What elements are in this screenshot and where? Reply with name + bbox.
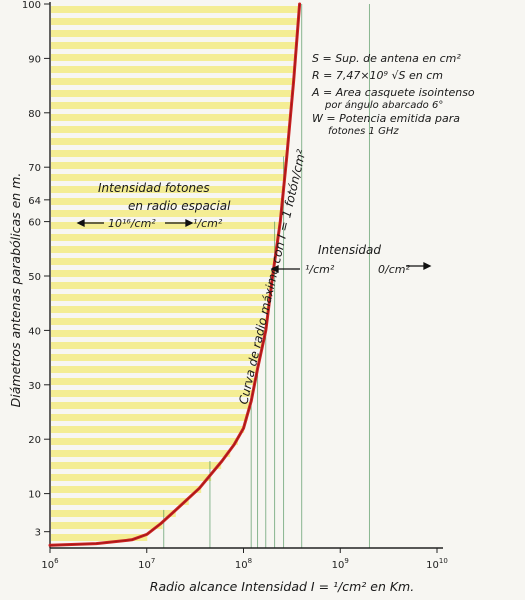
photon-intensity-label-1: Intensidad fotones: [98, 181, 210, 195]
shade-stripe: [51, 318, 268, 325]
shade-stripe: [51, 78, 294, 85]
y-tick-label: 90: [28, 54, 41, 65]
shade-stripe: [51, 162, 287, 169]
y-tick-label: 60: [28, 218, 41, 229]
y-tick-label: 80: [28, 109, 41, 120]
x-axis-label: Radio alcance Intensidad I = ¹/cm² en Km…: [150, 579, 414, 594]
shade-stripe: [51, 18, 299, 25]
y-tick-label: 70: [28, 163, 41, 174]
shade-stripe: [51, 42, 297, 49]
y-tick-label: 3: [35, 528, 41, 539]
x-tick-label: 108: [235, 557, 252, 571]
shade-stripe: [51, 354, 261, 361]
shade-stripe: [51, 6, 300, 13]
y-tick-label: 30: [28, 381, 41, 392]
legend-line-3: A = Area casquete isointenso: [311, 86, 475, 99]
shade-stripe: [51, 522, 163, 529]
shade-stripe: [51, 54, 296, 61]
shade-stripe: [51, 486, 202, 493]
shade-stripe: [51, 174, 286, 181]
arrow-right-zero: [406, 261, 432, 271]
y-tick-label: 100: [22, 0, 41, 11]
shade-stripe: [51, 474, 212, 481]
shade-stripe: [51, 282, 272, 289]
y-tick-label: 40: [28, 326, 41, 337]
shade-stripe: [51, 114, 291, 121]
arrow-right-one: [165, 218, 194, 228]
x-tick-label: 107: [138, 557, 155, 571]
shade-stripe: [51, 366, 259, 373]
shade-stripe: [51, 510, 176, 517]
legend-line-2: R = 7,47×10⁹ √S en cm: [312, 69, 443, 82]
legend-line-6: fotones 1 GHz: [328, 126, 399, 137]
axes: 3 10 20 30 40 50 60 64 70 80 90 100 106 107 108 109 1010: [22, 0, 448, 571]
shade-stripe: [51, 138, 289, 145]
shade-stripe: [51, 462, 222, 469]
legend-line-4: por ángulo abarcado 6°: [324, 99, 443, 111]
x-tick-label: 109: [332, 557, 349, 571]
arrow-left-one-right: [270, 264, 300, 274]
shade-stripe: [51, 186, 284, 193]
value-one-right-label: ¹/cm²: [305, 263, 335, 276]
shade-stripe: [51, 210, 282, 217]
shade-stripe: [51, 258, 276, 265]
shade-stripe: [51, 402, 251, 409]
shade-stripe: [51, 150, 288, 157]
shade-stripe: [51, 294, 271, 301]
shade-stripe: [51, 498, 189, 505]
shade-stripe: [51, 438, 238, 445]
shade-stripe: [51, 534, 148, 541]
shade-stripe: [51, 414, 248, 421]
shade-stripe: [51, 390, 254, 397]
shade-stripe: [51, 222, 281, 229]
shaded-region: [51, 6, 300, 541]
x-tick-label: 1010: [426, 557, 448, 571]
shade-stripe: [51, 66, 295, 73]
shade-stripe: [51, 426, 245, 433]
shade-stripe: [51, 450, 231, 457]
shade-stripe: [51, 102, 292, 109]
shade-stripe: [51, 126, 290, 133]
shade-stripe: [51, 306, 269, 313]
shade-stripe: [51, 330, 266, 337]
shade-stripe: [51, 198, 283, 205]
arrow-left-high: [76, 218, 104, 228]
legend-line-1: S = Sup. de antena en cm²: [312, 52, 461, 65]
intensity-label: Intensidad: [318, 243, 381, 257]
reference-lines: [163, 4, 370, 548]
x-tick-label: 106: [41, 557, 59, 571]
shade-stripe: [51, 234, 279, 241]
y-tick-label: 64: [28, 196, 41, 207]
y-tick-label: 20: [28, 435, 41, 446]
shade-stripe: [51, 246, 277, 253]
value-high-label: 10¹⁶/cm²: [108, 217, 156, 230]
shade-stripe: [51, 30, 298, 37]
photon-intensity-label-2: en radio espacial: [128, 199, 231, 213]
value-zero-label: 0/cm²: [378, 263, 410, 276]
value-one-label: ¹/cm²: [193, 217, 223, 230]
legend-line-5: W = Potencia emitida para: [312, 112, 460, 125]
shade-stripe: [51, 270, 274, 277]
curve-layer: [48, 2, 302, 547]
y-axis-label: Diámetros antenas parabólicas en m.: [8, 173, 23, 408]
series-line-core: [49, 3, 300, 546]
shade-stripe: [51, 378, 256, 385]
shade-stripe: [51, 342, 264, 349]
shade-stripe: [51, 90, 293, 97]
y-tick-label: 50: [28, 272, 41, 283]
y-tick-label: 10: [28, 490, 41, 501]
